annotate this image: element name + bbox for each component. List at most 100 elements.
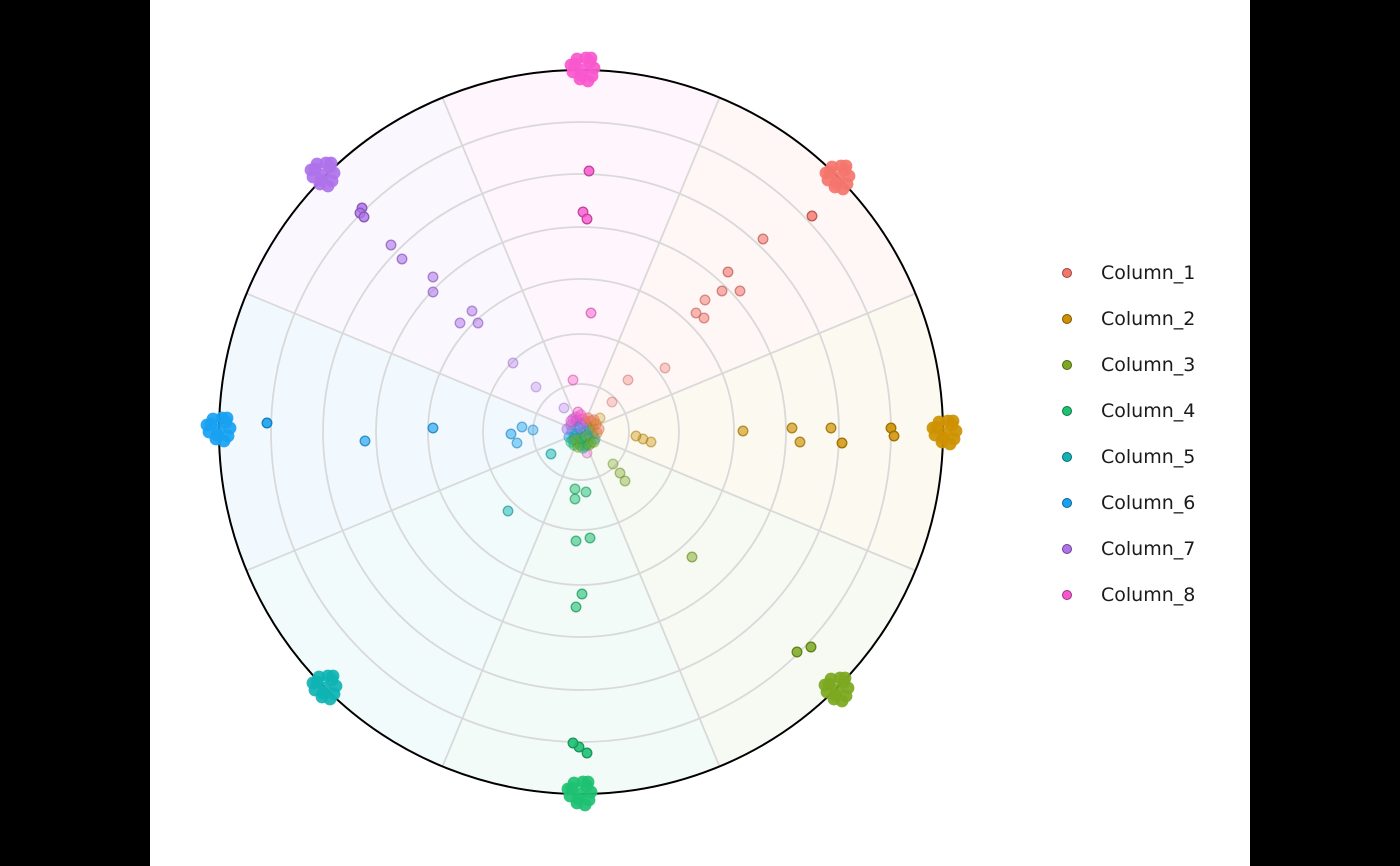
data-point [825,422,837,434]
anchor-cluster-point [839,159,853,173]
anchor-cluster-point [828,688,842,702]
legend-marker-icon [1062,268,1072,278]
legend: Column_1 Column_2 Column_3 Column_4 Colu… [1062,260,1195,608]
grid-spoke [441,431,582,767]
data-point [567,374,579,386]
data-point [581,213,593,225]
legend-item-label: Column_5 [1101,446,1196,468]
legend-item: Column_4 [1062,398,1195,424]
data-point [472,317,484,329]
grid-spoke [580,97,721,433]
data-point [502,505,514,517]
data-point [698,312,710,324]
data-point [805,641,817,653]
anchor-cluster-point [306,676,320,690]
anchor-cluster-point [314,173,328,187]
grid-ring [427,278,735,586]
data-point [569,483,581,495]
legend-marker-icon [1062,544,1072,554]
sector-wedge [581,293,943,571]
data-point [580,486,592,498]
grid-spoke [441,97,582,433]
anchor-cluster-point [327,166,341,180]
data-point [806,210,818,222]
data-point [757,233,769,245]
anchor-cluster-point [304,163,318,177]
data-point [690,307,702,319]
data-point [511,437,523,449]
anchor-cluster-point [829,176,843,190]
data-point [622,374,634,386]
anchor-cluster-point [324,156,338,170]
anchor-cluster-point [838,671,852,685]
center-cluster-point [580,430,592,442]
center-cluster-point [593,423,605,435]
data-point [737,425,749,437]
data-point [836,437,848,449]
legend-item: Column_6 [1062,490,1195,516]
legend-item: Column_1 [1062,260,1195,286]
anchor-cluster-point [210,428,224,442]
data-point [584,532,596,544]
data-point [516,421,528,433]
letterbox-right-bar [1250,0,1400,866]
anchor-cluster-point [584,785,598,799]
anchor-cluster-point [581,775,595,789]
center-cluster-point [588,414,600,426]
grid-spoke [580,431,721,767]
legend-marker-icon [1062,314,1072,324]
legend-marker-icon [1062,590,1072,600]
data-point [794,436,806,448]
anchor-cluster-point [571,792,585,806]
data-point [581,747,593,759]
anchor-cluster-point [584,51,598,65]
anchor-cluster-point [574,68,588,82]
anchor-cluster-point [936,431,950,445]
legend-item-label: Column_3 [1101,354,1196,376]
data-point [558,402,570,414]
data-point [791,646,803,658]
anchor-cluster-point [220,411,234,425]
data-point [607,458,619,470]
letterbox-left-bar [0,0,150,866]
sector-wedge [442,70,720,432]
anchor-cluster-point [587,61,601,75]
grid-spoke [580,292,916,433]
data-point [606,396,618,408]
data-point [261,417,273,429]
legend-item: Column_8 [1062,582,1195,608]
sector-wedge [219,293,582,571]
data-point [576,588,588,600]
legend-item-label: Column_8 [1101,584,1196,606]
center-cluster-point [569,433,581,445]
data-point [569,493,581,505]
data-point [619,475,631,487]
anchor-cluster-point [564,58,578,72]
data-point [567,737,579,749]
anchor-cluster-point [223,421,237,435]
anchor-cluster-point [200,418,214,432]
anchor-cluster-point [561,782,575,796]
anchor-cluster-point [946,414,960,428]
data-point [716,285,728,297]
anchor-cluster-point [841,681,855,695]
data-point [786,422,798,434]
data-point [734,285,746,297]
data-point [505,428,517,440]
anchor-cluster-point [949,424,963,438]
grid-ring [322,173,840,691]
data-point [527,424,539,436]
anchor-cluster-point [316,686,330,700]
legend-marker-icon [1062,406,1072,416]
data-point [659,362,671,374]
center-cluster-point [565,415,577,427]
grid-spoke [580,431,916,572]
data-point [722,266,734,278]
data-point [454,317,466,329]
data-point [466,305,478,317]
legend-item: Column_5 [1062,444,1195,470]
data-point [396,253,408,265]
anchor-cluster-point [819,166,833,180]
data-point [699,294,711,306]
